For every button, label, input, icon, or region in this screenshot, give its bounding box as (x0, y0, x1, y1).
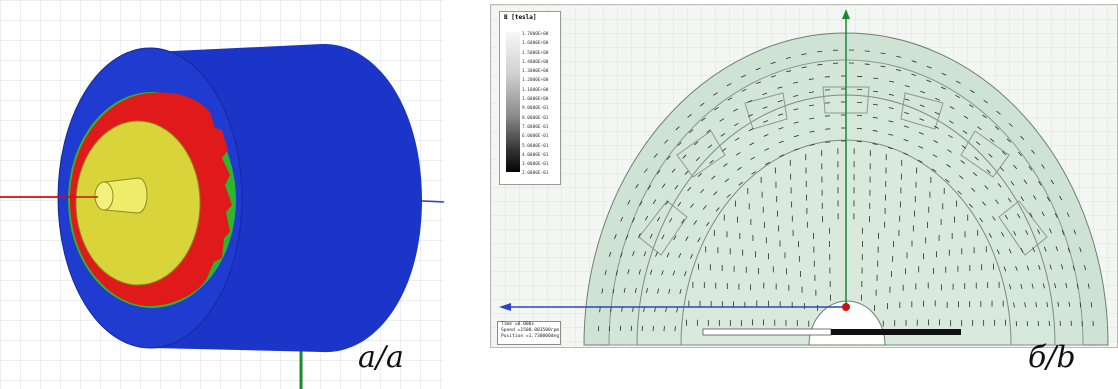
shaft (104, 177, 148, 214)
model-3d-view (0, 0, 444, 389)
legend-title: B [tesla] (504, 14, 537, 21)
scale-bar-black (831, 329, 961, 335)
caption-b: б/b (1028, 340, 1076, 375)
legend-value: 1.5000E+00 (522, 50, 549, 56)
legend-value: 9.0000E-01 (522, 106, 549, 112)
simulation-status-box: Time =0.000s Speed =1500.003508rpm Posit… (497, 321, 561, 345)
legend-value: 3.0000E-01 (522, 162, 549, 168)
plot-x-axis-arrow (499, 303, 511, 311)
stator-slots (638, 86, 1048, 256)
scale-bar-white (702, 328, 832, 336)
legend-value: 4.0000E-01 (522, 152, 549, 158)
flux-vector-field (597, 49, 1094, 332)
field-legend: B [tesla] 1.7000E+00 1.6000E+00 1.5000E+… (499, 11, 561, 185)
caption-a: a/a (358, 340, 404, 375)
legend-value: 7.0000E-01 (522, 124, 549, 130)
legend-value: 6.0000E-01 (522, 134, 549, 140)
legend-value: 1.1000E+00 (522, 87, 549, 93)
legend-value: 1.4000E+00 (522, 59, 549, 65)
field-plot-view (491, 5, 1117, 347)
legend-value: 1.6000E+00 (522, 41, 549, 47)
status-position: Position =1.730000deg (501, 334, 560, 340)
legend-value: 1.2000E+00 (522, 78, 549, 84)
legend-value: 5.0000E-01 (522, 143, 549, 149)
legend-gradient (506, 32, 520, 172)
legend-value: 1.0000E+00 (522, 97, 549, 103)
legend-value: 1.3000E+00 (522, 69, 549, 75)
plot-y-axis-arrow (842, 9, 850, 19)
legend-labels: 1.7000E+00 1.6000E+00 1.5000E+00 1.4000E… (522, 30, 560, 179)
origin-marker (842, 303, 850, 311)
field-plot-panel: B [tesla] 1.7000E+00 1.6000E+00 1.5000E+… (490, 4, 1118, 348)
legend-value: 2.0000E-01 (522, 171, 549, 177)
status-speed: Speed =1500.003508rpm (501, 328, 560, 334)
shaft-end (94, 181, 114, 211)
model-3d-panel (0, 0, 444, 389)
legend-value: 8.0000E-01 (522, 115, 549, 121)
legend-value: 1.7000E+00 (522, 32, 549, 37)
status-time: Time =0.000s (501, 322, 535, 327)
